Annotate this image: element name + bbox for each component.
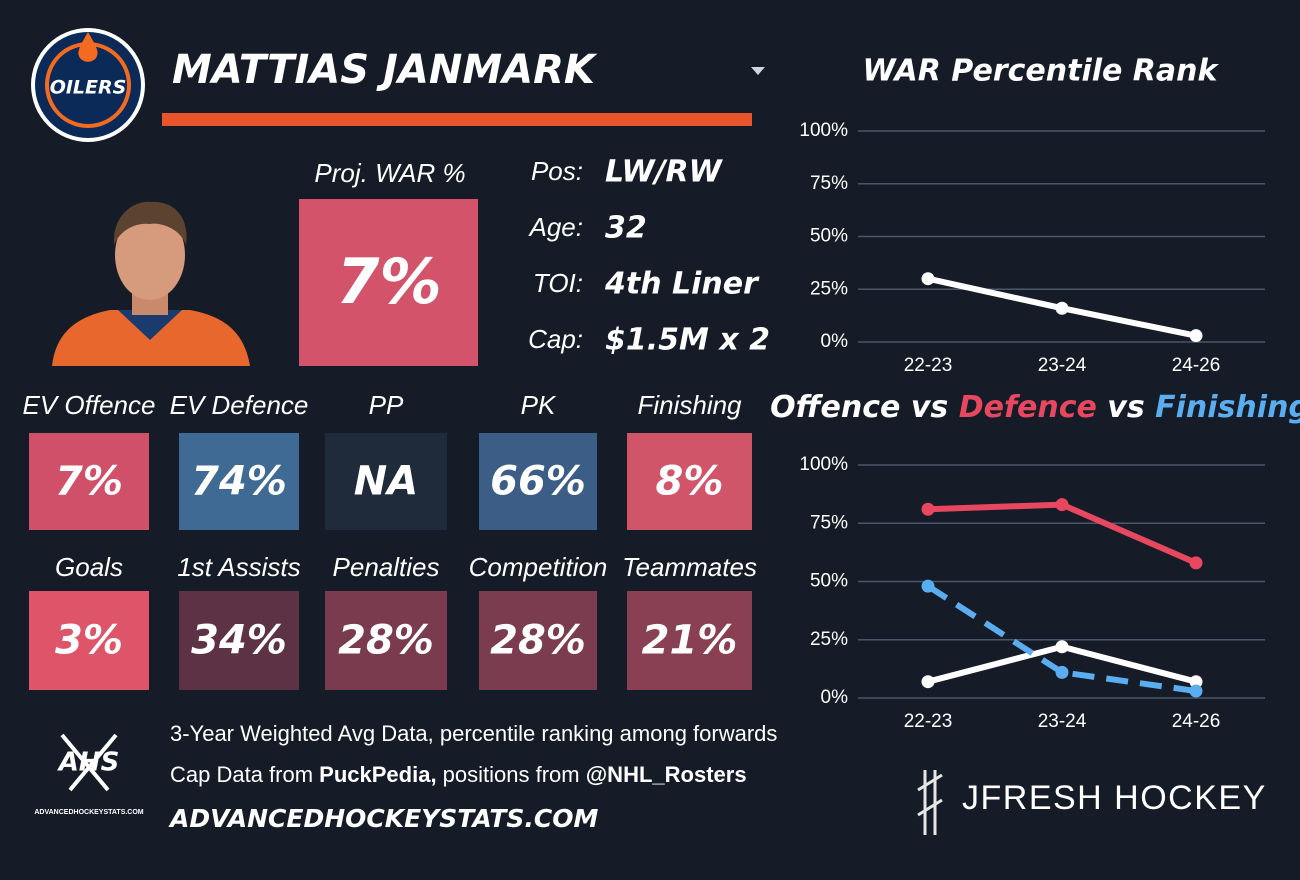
projection-value: 7%: [336, 245, 441, 318]
tile: [29, 433, 149, 530]
tile-label: Penalties: [333, 552, 440, 582]
x-tick-label: 23-24: [1038, 711, 1087, 732]
tile-label: EV Defence: [170, 390, 309, 420]
title-series-name: Finishing: [1155, 390, 1300, 425]
title-separator: vs: [1097, 390, 1155, 425]
tile-label: 1st Assists: [177, 552, 300, 582]
x-tick-label: 24-26: [1172, 355, 1221, 376]
ahs-logo-text: AHS: [57, 748, 120, 778]
player-name: MATTIAS JANMARK: [172, 47, 598, 93]
point: [921, 579, 935, 593]
y-tick-label: 100%: [799, 454, 848, 475]
team-logo: OILERS: [31, 28, 145, 142]
tile: [627, 433, 752, 530]
tile: [479, 591, 597, 690]
chart-title: Offence vs Defence vs Finishing: [770, 390, 1300, 425]
tile: [325, 433, 447, 530]
point: [1055, 498, 1069, 512]
ahs-logo: AHS ADVANCEDHOCKEYSTATS.COM: [34, 733, 144, 816]
tile-value: 28%: [338, 618, 434, 664]
title-series-name: Defence: [959, 390, 1097, 425]
title-separator: vs: [900, 390, 958, 425]
brand-logo: [917, 770, 943, 835]
y-tick-label: 0%: [821, 331, 849, 352]
credit-part: PuckPedia,: [319, 762, 436, 787]
footer-note: 3-Year Weighted Avg Data, percentile ran…: [170, 721, 777, 746]
info-value: $1.5M x 2: [605, 323, 770, 358]
info-value: 32: [605, 211, 647, 246]
tile: [325, 591, 447, 690]
point: [1055, 640, 1069, 654]
tile-value: 28%: [490, 618, 586, 664]
logo-text: OILERS: [50, 77, 127, 99]
series-line: [926, 583, 1197, 694]
tile: [29, 591, 149, 690]
tile-value: 7%: [55, 459, 123, 505]
tile-label: PP: [369, 390, 404, 420]
chart-title: WAR Percentile Rank: [863, 54, 1220, 89]
tile-value: 66%: [490, 459, 586, 505]
y-tick-label: 25%: [810, 278, 848, 299]
footer-site: ADVANCEDHOCKEYSTATS.COM: [168, 804, 599, 833]
credit-part: Cap Data from: [170, 762, 319, 787]
projection-label: Proj. WAR %: [314, 158, 465, 188]
y-tick-label: 100%: [799, 120, 848, 141]
tile-label: Teammates: [622, 552, 757, 582]
y-tick-label: 0%: [821, 687, 849, 708]
y-tick-label: 75%: [810, 512, 848, 533]
point: [921, 272, 935, 286]
info-value: 4th Liner: [604, 267, 760, 302]
y-tick-label: 50%: [810, 571, 848, 592]
footer-credits: Cap Data from PuckPedia, positions from …: [170, 762, 747, 787]
x-tick-label: 22-23: [904, 355, 953, 376]
player-photo: [52, 201, 250, 366]
tile-value: 3%: [55, 618, 123, 664]
tile: [179, 433, 299, 530]
y-tick-label: 50%: [810, 226, 848, 247]
info-value: LW/RW: [605, 155, 724, 190]
point: [1189, 675, 1203, 689]
tile: [179, 591, 299, 690]
point: [1189, 684, 1203, 698]
x-tick-label: 22-23: [904, 711, 953, 732]
y-tick-label: 75%: [810, 173, 848, 194]
info-label: TOI:: [533, 268, 583, 298]
projection-box: [299, 199, 478, 366]
tile: [479, 433, 597, 530]
point: [921, 502, 935, 516]
point: [1189, 556, 1203, 570]
name-underline: [162, 113, 752, 126]
point: [1055, 665, 1069, 679]
tile-value: 34%: [191, 618, 287, 664]
info-label: Cap:: [528, 324, 583, 354]
tile-label: Goals: [55, 552, 123, 582]
credit-part: positions from: [437, 762, 586, 787]
point: [921, 675, 935, 689]
tile-value: 74%: [191, 459, 287, 505]
tile-label: EV Offence: [23, 390, 156, 420]
info-label: Age:: [528, 212, 584, 242]
point: [1055, 301, 1069, 315]
y-tick-label: 25%: [810, 629, 848, 650]
x-tick-label: 24-26: [1172, 711, 1221, 732]
tile-label: Competition: [469, 552, 608, 582]
title-series-name: Offence: [770, 390, 900, 425]
tile-value: 8%: [656, 459, 724, 505]
info-label: Pos:: [531, 156, 583, 186]
x-tick-label: 23-24: [1038, 355, 1087, 376]
dropdown-arrow[interactable]: [751, 67, 765, 75]
tile-value: NA: [354, 459, 418, 505]
brand-text: JFRESH HOCKEY: [962, 779, 1267, 817]
credit-part: @NHL_Rosters: [586, 762, 747, 787]
ahs-logo-subtext: ADVANCEDHOCKEYSTATS.COM: [34, 809, 143, 816]
point: [1189, 329, 1203, 343]
tile-label: PK: [521, 390, 557, 420]
tile: [627, 591, 752, 690]
tile-label: Finishing: [637, 390, 742, 420]
tile-value: 21%: [642, 618, 738, 664]
